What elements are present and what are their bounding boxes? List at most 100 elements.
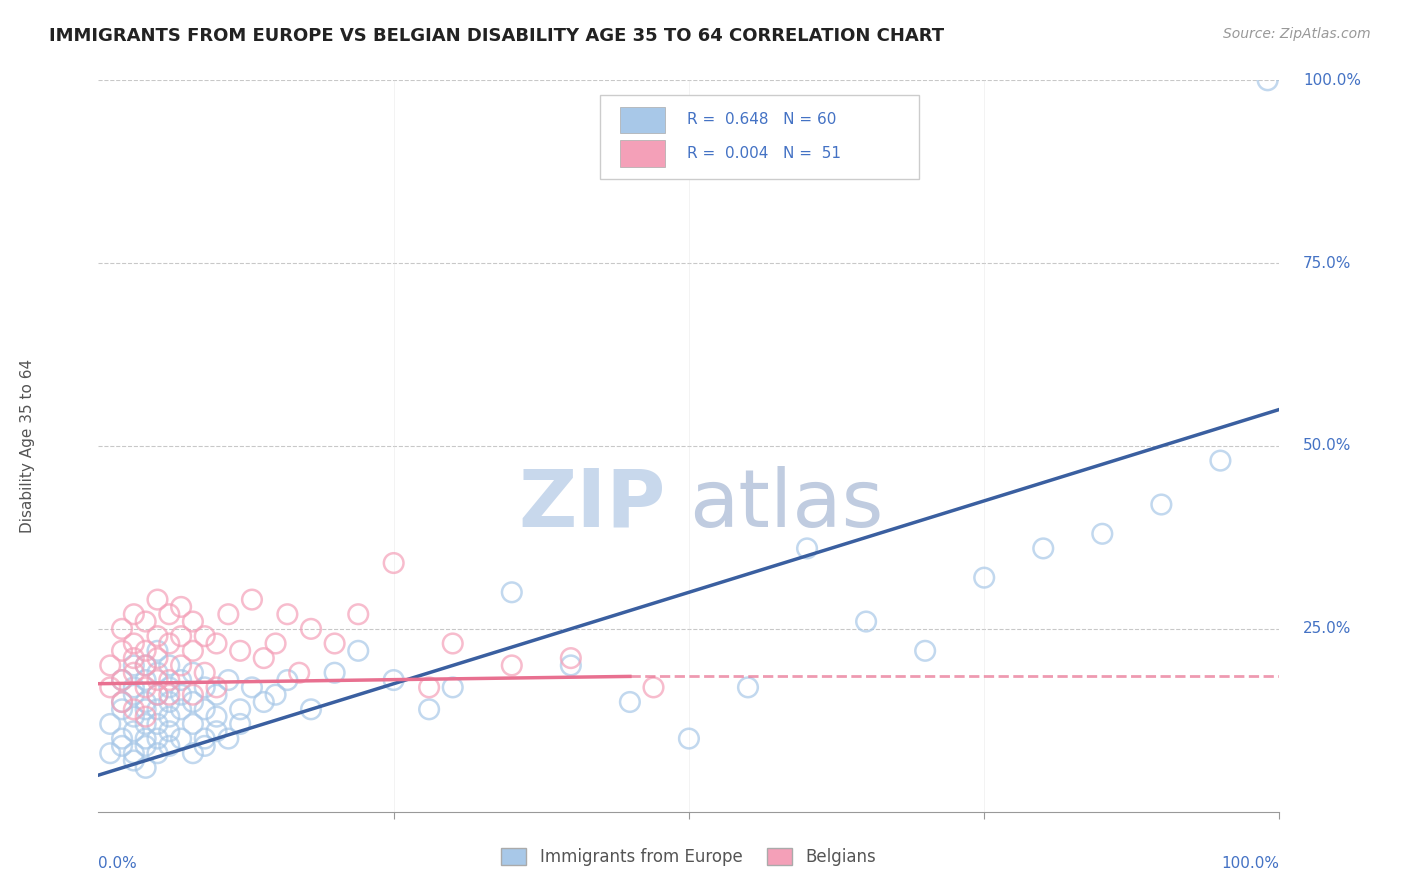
Text: ZIP: ZIP — [517, 466, 665, 543]
Point — [146, 673, 169, 687]
Point — [135, 702, 157, 716]
Point — [1150, 498, 1173, 512]
Point — [146, 688, 169, 702]
Text: 0.0%: 0.0% — [98, 855, 138, 871]
Point — [111, 673, 134, 687]
Point — [194, 731, 217, 746]
Point — [122, 665, 145, 680]
Point — [240, 592, 263, 607]
Point — [194, 681, 217, 695]
Point — [194, 665, 217, 680]
Point — [146, 702, 169, 716]
Point — [135, 673, 157, 687]
Point — [98, 658, 121, 673]
Point — [796, 541, 818, 556]
Point — [205, 681, 228, 695]
Text: 100.0%: 100.0% — [1222, 855, 1279, 871]
Point — [122, 688, 145, 702]
Point — [205, 636, 228, 650]
Point — [323, 665, 346, 680]
Point — [1257, 73, 1279, 87]
Point — [122, 681, 145, 695]
Point — [914, 644, 936, 658]
Point — [111, 622, 134, 636]
Point — [217, 731, 239, 746]
Text: 50.0%: 50.0% — [1303, 439, 1351, 453]
Point — [229, 702, 252, 716]
Point — [135, 658, 157, 673]
Point — [157, 688, 180, 702]
Point — [111, 644, 134, 658]
Point — [181, 688, 204, 702]
Legend: Immigrants from Europe, Belgians: Immigrants from Europe, Belgians — [495, 841, 883, 873]
Point — [973, 571, 995, 585]
Point — [276, 607, 298, 622]
Point — [170, 731, 193, 746]
Point — [194, 629, 217, 643]
Point — [418, 681, 440, 695]
Point — [855, 615, 877, 629]
Point — [205, 724, 228, 739]
Point — [181, 644, 204, 658]
Point — [170, 658, 193, 673]
Point — [135, 681, 157, 695]
Point — [135, 731, 157, 746]
Point — [501, 585, 523, 599]
Point — [135, 761, 157, 775]
Point — [240, 681, 263, 695]
Point — [122, 746, 145, 760]
Point — [157, 709, 180, 723]
Point — [157, 695, 180, 709]
Point — [170, 673, 193, 687]
Point — [111, 695, 134, 709]
Text: Disability Age 35 to 64: Disability Age 35 to 64 — [20, 359, 35, 533]
FancyBboxPatch shape — [600, 95, 920, 179]
Point — [98, 681, 121, 695]
Point — [135, 615, 157, 629]
Point — [170, 599, 193, 614]
Point — [122, 607, 145, 622]
Point — [122, 709, 145, 723]
Point — [288, 665, 311, 680]
Point — [135, 658, 157, 673]
Point — [181, 695, 204, 709]
Point — [1032, 541, 1054, 556]
Point — [678, 731, 700, 746]
Point — [157, 607, 180, 622]
Point — [146, 688, 169, 702]
Point — [122, 754, 145, 768]
Point — [205, 688, 228, 702]
Point — [560, 658, 582, 673]
Point — [299, 622, 322, 636]
Point — [253, 695, 276, 709]
Point — [122, 702, 145, 716]
Point — [111, 702, 134, 716]
Point — [146, 665, 169, 680]
Text: 75.0%: 75.0% — [1303, 256, 1351, 270]
Point — [347, 644, 370, 658]
Point — [418, 702, 440, 716]
Point — [146, 592, 169, 607]
Point — [619, 695, 641, 709]
Point — [146, 731, 169, 746]
Point — [181, 665, 204, 680]
Point — [135, 644, 157, 658]
Point — [181, 717, 204, 731]
Point — [441, 636, 464, 650]
Point — [157, 658, 180, 673]
Point — [181, 615, 204, 629]
Point — [146, 746, 169, 760]
Point — [135, 717, 157, 731]
Point — [157, 739, 180, 753]
Point — [217, 607, 239, 622]
Point — [135, 709, 157, 723]
Text: Source: ZipAtlas.com: Source: ZipAtlas.com — [1223, 27, 1371, 41]
Point — [253, 651, 276, 665]
Point — [170, 629, 193, 643]
Point — [1209, 453, 1232, 467]
Point — [205, 709, 228, 723]
Point — [1091, 526, 1114, 541]
Text: atlas: atlas — [689, 466, 883, 543]
Point — [382, 556, 405, 570]
Point — [135, 739, 157, 753]
